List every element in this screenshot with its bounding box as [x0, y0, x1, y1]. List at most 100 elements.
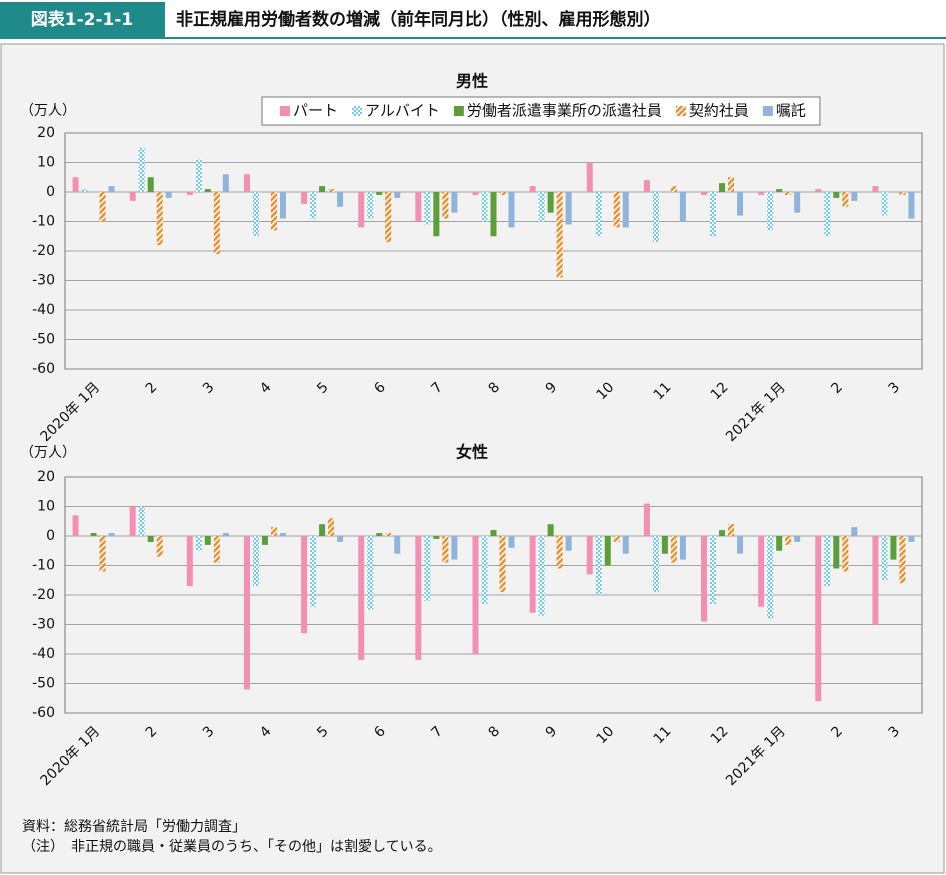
header-label: 図表1-2-1-1 [31, 9, 133, 30]
bar [538, 192, 545, 222]
bar [243, 536, 250, 690]
bar [899, 536, 906, 584]
bar [481, 536, 488, 604]
bar [728, 177, 735, 192]
bar [710, 536, 717, 604]
legend-label: 労働者派遣事業所の派遣社員 [467, 102, 662, 120]
bar [586, 536, 593, 575]
bar [385, 192, 392, 243]
bar [252, 536, 259, 587]
bar [833, 536, 840, 569]
source-note: 資料：総務省統計局「労働力調査」 [22, 819, 246, 835]
bar [652, 192, 659, 243]
bar [222, 533, 229, 536]
bar [508, 536, 515, 548]
bar [156, 536, 163, 557]
bar [195, 159, 202, 192]
chart-title: 男性 [456, 72, 488, 91]
bar [367, 192, 374, 219]
bar [186, 536, 193, 587]
bar [881, 192, 888, 216]
bar [701, 192, 708, 195]
bar [719, 530, 726, 536]
bar [72, 515, 79, 536]
y-tick-label: 0 [46, 184, 55, 200]
bar [472, 536, 479, 654]
bar [310, 536, 317, 607]
bar [643, 503, 650, 536]
bar [881, 536, 888, 581]
bar [710, 192, 717, 237]
bar [565, 192, 572, 225]
bar [547, 524, 554, 536]
bar [358, 536, 365, 660]
bar [147, 536, 154, 542]
bar [767, 192, 774, 231]
footnote: （注） 非正規の職員・従業員のうち、「その他」は割愛している。 [22, 838, 442, 855]
y-tick-label: 10 [37, 499, 55, 515]
bar [451, 536, 458, 560]
bar [301, 192, 308, 204]
y-tick-label: -30 [32, 617, 55, 633]
bar [451, 192, 458, 213]
bar [433, 536, 440, 539]
bar [719, 183, 726, 192]
bar [261, 536, 268, 545]
legend: パート アルバイト 労働者派遣事業所の派遣社員 契約社員 嘱託 [261, 96, 821, 126]
bar [586, 162, 593, 192]
bar [204, 189, 211, 192]
bar [613, 192, 620, 228]
bar [815, 189, 822, 192]
bar [415, 192, 422, 222]
bar [538, 536, 545, 616]
bar [908, 192, 915, 219]
bar [156, 192, 163, 246]
y-tick-label: 0 [46, 528, 55, 544]
bar [301, 536, 308, 634]
bar [643, 180, 650, 192]
bar [737, 192, 744, 216]
legend-label: 契約社員 [689, 102, 749, 120]
bar [81, 189, 88, 192]
bar [670, 536, 677, 563]
bar [108, 533, 115, 536]
bar [890, 536, 897, 560]
bar [279, 533, 286, 536]
bar [310, 192, 317, 219]
bar [794, 192, 801, 213]
bar [776, 536, 783, 551]
bar [252, 192, 259, 237]
bar [776, 189, 783, 192]
legend-swatch [762, 106, 773, 116]
y-tick-label: -20 [32, 587, 55, 603]
bar [556, 192, 563, 278]
bar [595, 536, 602, 595]
bar [385, 533, 392, 536]
bar [279, 192, 286, 219]
legend-label: パート [293, 102, 338, 120]
bar [851, 192, 858, 201]
y-tick-label: -10 [32, 558, 55, 574]
y-tick-label: -60 [32, 361, 55, 377]
bar [337, 536, 344, 542]
bar [424, 192, 431, 225]
legend-label: アルバイト [365, 102, 440, 120]
bar [442, 192, 449, 219]
bar [758, 536, 765, 607]
bar [604, 536, 611, 566]
bar [833, 192, 840, 198]
bar [652, 536, 659, 593]
bar [186, 192, 193, 195]
legend-label: 嘱託 [776, 102, 806, 120]
y-tick-label: -40 [32, 302, 55, 318]
bar [270, 192, 277, 231]
bar [99, 536, 106, 572]
bar [556, 536, 563, 569]
bar [547, 192, 554, 213]
bar [358, 192, 365, 228]
bar [679, 192, 686, 222]
bar [481, 192, 488, 222]
y-tick-label: 20 [37, 469, 55, 485]
bar [129, 192, 136, 201]
